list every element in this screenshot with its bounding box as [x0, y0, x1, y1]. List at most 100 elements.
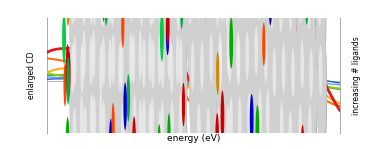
Circle shape [148, 32, 152, 82]
Circle shape [138, 0, 148, 85]
Circle shape [308, 30, 318, 149]
Circle shape [219, 0, 229, 85]
Circle shape [70, 0, 79, 88]
Circle shape [107, 20, 117, 149]
Circle shape [169, 25, 178, 149]
Circle shape [169, 81, 179, 149]
Circle shape [129, 33, 133, 83]
Circle shape [187, 0, 197, 88]
Circle shape [149, 74, 158, 149]
Circle shape [100, 0, 109, 90]
Circle shape [110, 82, 119, 149]
Circle shape [287, 0, 297, 89]
Circle shape [214, 0, 224, 86]
Circle shape [98, 73, 107, 149]
Circle shape [282, 43, 285, 93]
Circle shape [161, 101, 164, 149]
Circle shape [99, 0, 108, 88]
Circle shape [140, 16, 150, 147]
Circle shape [167, 0, 177, 75]
Circle shape [264, 66, 274, 149]
Circle shape [226, 0, 235, 17]
Circle shape [98, 21, 107, 149]
Circle shape [137, 77, 147, 149]
Circle shape [116, 20, 126, 149]
Circle shape [234, 9, 244, 140]
Circle shape [149, 0, 159, 25]
Circle shape [123, 83, 127, 130]
Circle shape [215, 0, 224, 90]
Circle shape [91, 73, 100, 149]
Circle shape [287, 0, 297, 93]
Circle shape [217, 13, 227, 145]
Circle shape [89, 0, 99, 21]
Circle shape [226, 0, 236, 15]
Circle shape [133, 94, 136, 143]
Circle shape [139, 0, 149, 79]
Circle shape [70, 25, 79, 149]
Circle shape [297, 0, 307, 82]
Circle shape [149, 102, 152, 149]
Circle shape [160, 10, 164, 62]
X-axis label: energy (eV): energy (eV) [167, 134, 220, 143]
Circle shape [168, 0, 178, 24]
Circle shape [317, 23, 327, 149]
Circle shape [248, 0, 251, 17]
Circle shape [81, 11, 91, 142]
Circle shape [119, 0, 129, 13]
Text: enlarged CD: enlarged CD [26, 52, 36, 99]
Circle shape [120, 0, 129, 17]
Circle shape [220, 91, 224, 142]
Text: increasing # ligands: increasing # ligands [352, 36, 361, 115]
Circle shape [116, 0, 125, 74]
Circle shape [108, 38, 112, 88]
Circle shape [238, 97, 242, 146]
Circle shape [278, 0, 287, 95]
Circle shape [297, 0, 307, 86]
Circle shape [147, 10, 156, 141]
Circle shape [272, 0, 282, 30]
Circle shape [218, 32, 222, 82]
Circle shape [236, 74, 246, 149]
Circle shape [309, 48, 313, 98]
Circle shape [188, 0, 192, 26]
Circle shape [71, 0, 74, 26]
Circle shape [83, 105, 87, 149]
Circle shape [73, 36, 76, 86]
Circle shape [120, 0, 129, 93]
Circle shape [196, 0, 206, 79]
Circle shape [318, 0, 321, 27]
Circle shape [178, 0, 188, 23]
Circle shape [67, 49, 71, 97]
Circle shape [257, 70, 266, 149]
Circle shape [174, 12, 184, 143]
Circle shape [178, 0, 187, 82]
Circle shape [256, 0, 266, 83]
Circle shape [138, 30, 142, 80]
Circle shape [127, 10, 137, 141]
Circle shape [168, 0, 178, 20]
Circle shape [198, 18, 208, 149]
Circle shape [130, 0, 133, 22]
Circle shape [71, 44, 74, 94]
Circle shape [142, 98, 146, 148]
Circle shape [277, 0, 287, 91]
Circle shape [112, 34, 115, 84]
Circle shape [256, 0, 265, 79]
Circle shape [157, 0, 167, 87]
Circle shape [100, 14, 110, 145]
Circle shape [228, 34, 232, 83]
Circle shape [175, 0, 185, 94]
Circle shape [279, 0, 283, 32]
Circle shape [262, 10, 272, 141]
Circle shape [237, 78, 246, 149]
Circle shape [228, 78, 238, 149]
Circle shape [81, 0, 91, 88]
Circle shape [119, 18, 128, 149]
Circle shape [79, 76, 88, 149]
Circle shape [108, 146, 118, 149]
Circle shape [229, 0, 233, 11]
Circle shape [117, 24, 127, 149]
Circle shape [225, 83, 234, 149]
Circle shape [289, 0, 293, 31]
